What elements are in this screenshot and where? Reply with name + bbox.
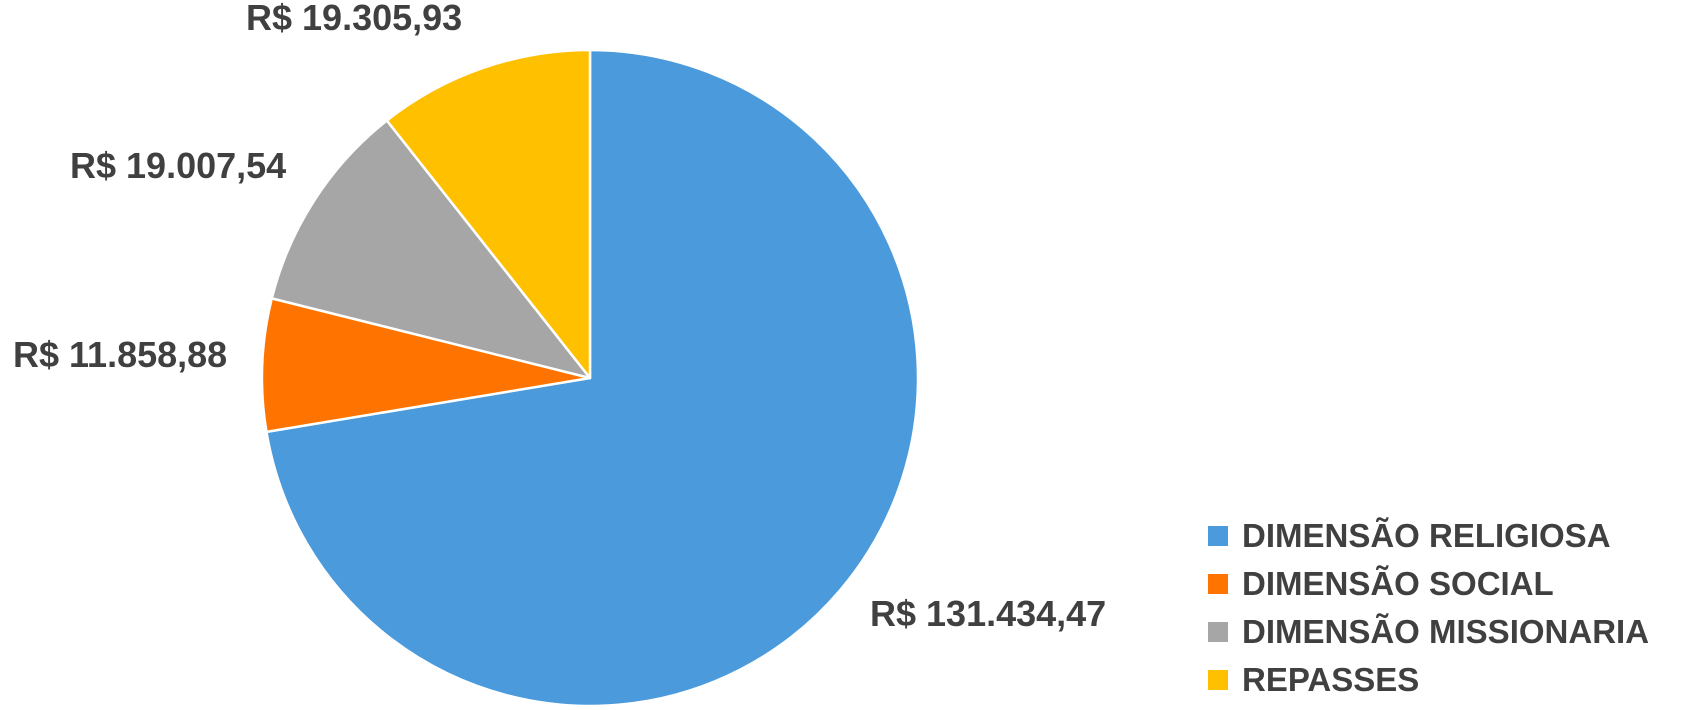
pie-slices — [260, 48, 920, 708]
data-label-repasses: R$ 19.305,93 — [246, 0, 462, 38]
legend-swatch-dimensao-social — [1208, 574, 1228, 594]
pie-slice-dimensao-social — [260, 297, 592, 434]
legend-label-dimensao-religiosa: DIMENSÃO RELIGIOSA — [1242, 517, 1611, 554]
legend-label-repasses: REPASSES — [1242, 661, 1420, 698]
data-label-dimensao-social: R$ 11.858,88 — [13, 334, 227, 375]
data-label-dimensao-religiosa: R$ 131.434,47 — [870, 593, 1106, 634]
legend-item-dimensao-social: DIMENSÃO SOCIAL — [1208, 560, 1649, 608]
pie-data-labels: R$ 131.434,47 R$ 11.858,88 R$ 19.007,54 R$ … — [13, 0, 1106, 634]
legend-swatch-repasses — [1208, 670, 1228, 690]
legend-swatch-dimensao-religiosa — [1208, 526, 1228, 546]
legend-label-dimensao-social: DIMENSÃO SOCIAL — [1242, 565, 1554, 602]
data-label-dimensao-missionaria: R$ 19.007,54 — [70, 145, 286, 186]
legend-item-dimensao-religiosa: DIMENSÃO RELIGIOSA — [1208, 512, 1649, 560]
pie-slice-dimensao-religiosa — [265, 48, 920, 708]
legend-swatch-dimensao-missionaria — [1208, 622, 1228, 642]
pie-slice-repasses — [385, 48, 592, 380]
legend-item-dimensao-missionaria: DIMENSÃO MISSIONARIA — [1208, 608, 1649, 656]
pie-slice-dimensao-missionaria — [270, 119, 592, 380]
chart-legend: DIMENSÃO RELIGIOSA DIMENSÃO SOCIAL DIMENSÃ… — [1208, 512, 1649, 704]
legend-item-repasses: REPASSES — [1208, 656, 1649, 704]
legend-label-dimensao-missionaria: DIMENSÃO MISSIONARIA — [1242, 613, 1650, 650]
